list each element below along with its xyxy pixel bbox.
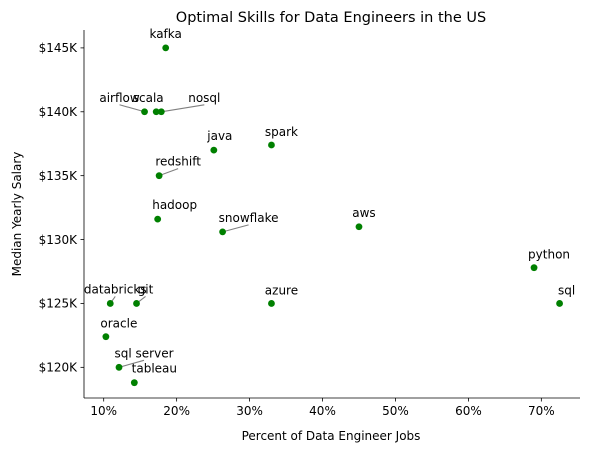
label-tableau: tableau: [132, 362, 177, 376]
label-hadoop: hadoop: [152, 198, 197, 212]
y-ticks: $120K $125K $130K $135K $140K $145K: [39, 41, 84, 375]
point-hadoop: [154, 215, 162, 223]
y-tick-label: $130K: [39, 233, 79, 247]
point-kafka: [162, 44, 170, 52]
label-sql: sql: [558, 283, 575, 297]
label-snowflake: snowflake: [219, 211, 279, 225]
data-points: [102, 44, 563, 387]
label-python: python: [528, 248, 570, 262]
label-aws: aws: [352, 206, 375, 220]
y-tick-label: $140K: [39, 105, 79, 119]
y-tick-label: $125K: [39, 297, 79, 311]
point-airflow: [141, 108, 148, 116]
point-git: [133, 300, 140, 307]
point-java: [210, 146, 218, 154]
label-azure: azure: [265, 283, 298, 297]
label-spark: spark: [265, 125, 298, 139]
point-python: [530, 264, 538, 272]
label-sql-server: sql server: [115, 346, 174, 360]
point-oracle: [102, 333, 110, 341]
label-oracle: oracle: [100, 317, 137, 331]
x-axis-title: Percent of Data Engineer Jobs: [242, 429, 421, 443]
label-scala: scala: [133, 91, 164, 105]
label-java: java: [206, 129, 232, 143]
x-tick-label: 70%: [528, 404, 555, 418]
point-azure: [268, 300, 275, 307]
leader-nosql: [161, 104, 205, 113]
point-snowflake: [219, 228, 226, 236]
label-nosql: nosql: [188, 91, 220, 105]
point-sql: [556, 300, 563, 307]
point-tableau: [130, 379, 138, 387]
y-tick-label: $135K: [39, 169, 79, 183]
x-tick-label: 10%: [90, 404, 117, 418]
label-git: git: [138, 282, 154, 296]
x-tick-label: 30%: [236, 404, 263, 418]
leader-snowflake: [222, 224, 249, 233]
y-tick-label: $120K: [39, 361, 79, 375]
x-tick-label: 60%: [455, 404, 482, 418]
point-sql-server: [115, 363, 123, 371]
leader-sql-server: [118, 359, 145, 368]
point-scala: [152, 108, 160, 116]
point-spark: [268, 141, 275, 149]
x-tick-label: 20%: [163, 404, 190, 418]
label-databricks: databricks: [84, 282, 147, 296]
x-tick-label: 40%: [309, 404, 336, 418]
x-ticks: 10% 20% 30% 40% 50% 60% 70%: [90, 398, 555, 418]
label-redshift: redshift: [155, 155, 201, 169]
point-redshift: [155, 172, 163, 180]
point-aws: [355, 223, 363, 231]
label-kafka: kafka: [149, 27, 181, 41]
y-axis-title: Median Yearly Salary: [10, 152, 24, 277]
leader-airflow: [119, 104, 145, 113]
point-nosql: [157, 108, 165, 116]
label-airflow: airflow: [99, 91, 140, 105]
point-databricks: [106, 300, 114, 307]
x-tick-label: 50%: [382, 404, 409, 418]
chart-title: Optimal Skills for Data Engineers in the…: [176, 10, 486, 26]
y-tick-label: $145K: [39, 41, 79, 55]
axes: [83, 30, 580, 399]
